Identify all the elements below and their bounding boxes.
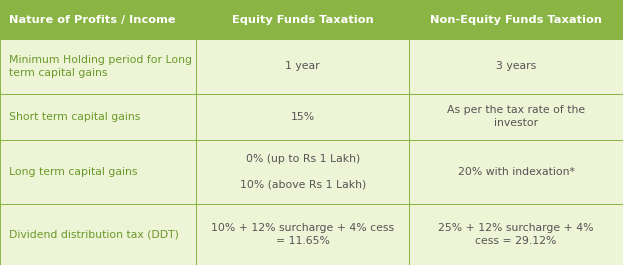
Bar — [409, 39, 623, 94]
Text: Minimum Holding period for Long
term capital gains: Minimum Holding period for Long term cap… — [9, 55, 192, 78]
Bar — [0, 94, 196, 140]
Text: Short term capital gains: Short term capital gains — [9, 112, 140, 122]
Text: Equity Funds Taxation: Equity Funds Taxation — [232, 15, 374, 25]
Bar — [409, 0, 623, 39]
Text: 25% + 12% surcharge + 4%
cess = 29.12%: 25% + 12% surcharge + 4% cess = 29.12% — [439, 223, 594, 246]
Text: Dividend distribution tax (DDT): Dividend distribution tax (DDT) — [9, 229, 179, 239]
Text: 10% + 12% surcharge + 4% cess
= 11.65%: 10% + 12% surcharge + 4% cess = 11.65% — [211, 223, 394, 246]
Bar — [0, 39, 196, 94]
Bar — [409, 204, 623, 265]
Text: Long term capital gains: Long term capital gains — [9, 167, 137, 177]
Text: 1 year: 1 year — [285, 61, 320, 71]
Bar — [0, 0, 196, 39]
Bar — [196, 204, 409, 265]
Bar — [0, 140, 196, 204]
Text: As per the tax rate of the
investor: As per the tax rate of the investor — [447, 105, 585, 128]
Text: 20% with indexation*: 20% with indexation* — [458, 167, 574, 177]
Text: Non-Equity Funds Taxation: Non-Equity Funds Taxation — [430, 15, 602, 25]
Text: 15%: 15% — [291, 112, 315, 122]
Bar — [409, 140, 623, 204]
Bar — [196, 0, 409, 39]
Bar — [196, 39, 409, 94]
Bar — [196, 94, 409, 140]
Text: Nature of Profits / Income: Nature of Profits / Income — [9, 15, 175, 25]
Bar — [409, 94, 623, 140]
Text: 3 years: 3 years — [496, 61, 536, 71]
Bar — [196, 140, 409, 204]
Text: 0% (up to Rs 1 Lakh)

10% (above Rs 1 Lakh): 0% (up to Rs 1 Lakh) 10% (above Rs 1 Lak… — [240, 153, 366, 190]
Bar — [0, 204, 196, 265]
